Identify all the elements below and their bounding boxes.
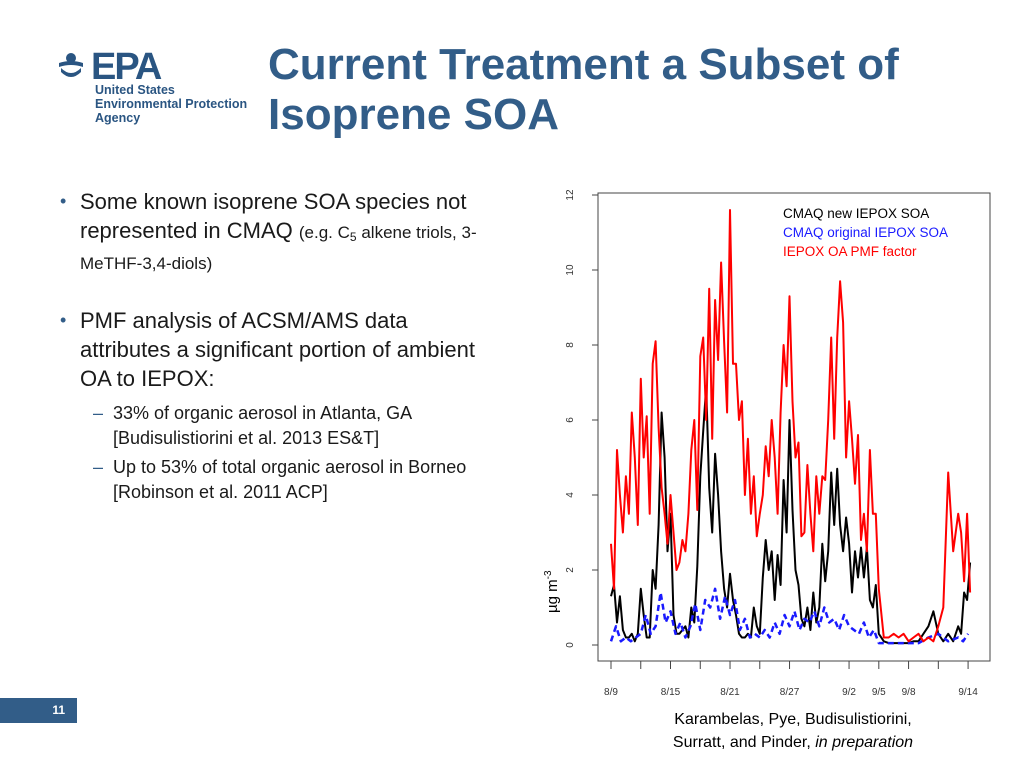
y-axis-label-exponent: -3: [543, 570, 554, 580]
epa-wordmark: EPA: [91, 46, 162, 88]
sub-bullet-item: – 33% of organic aerosol in Atlanta, GA …: [58, 401, 503, 451]
x-tick-label: 9/5: [872, 687, 886, 698]
bullet-item: • Some known isoprene SOA species not re…: [58, 187, 503, 278]
page-number: 11: [52, 703, 65, 717]
citation-status: in preparation: [815, 734, 914, 751]
agency-line: United States: [95, 83, 175, 97]
slide-title: Current Treatment a Subset of Isoprene S…: [268, 40, 899, 139]
agency-name: United States Environmental Protection A…: [95, 83, 247, 125]
x-tick-label: 8/9: [604, 687, 618, 698]
citation-line: Surratt, and Pinder, in preparation: [628, 731, 958, 754]
y-axis-label: µg m-3: [543, 570, 561, 613]
agency-line: Environmental Protection: [95, 97, 248, 111]
x-tick-label: 8/15: [661, 687, 681, 698]
page-number-bar: 11: [0, 698, 77, 723]
citation: Karambelas, Pye, Budisulistiorini, Surra…: [628, 708, 958, 754]
y-axis-label-base: µg m: [544, 579, 561, 613]
y-tick-label: 8: [565, 342, 576, 348]
citation-authors: Surratt, and Pinder,: [672, 734, 816, 751]
chart-canvas: 0 2 4 6 8 10 12 8/9 8/15 8/21 8/27 9/2 9/5 9/8 9/14 CMA…: [565, 189, 991, 698]
x-tick-label: 9/2: [842, 687, 856, 698]
y-tick-label: 0: [565, 642, 576, 648]
bullet-text: Some known isoprene SOA species not repr…: [80, 189, 467, 243]
bullet-dot-icon: •: [60, 191, 67, 211]
y-tick-label: 4: [565, 492, 576, 498]
line-chart: 0 2 4 6 8 10 12 8/9 8/15 8/21 8/27 9/2 9/5 9/8 9/14 CMA…: [533, 185, 1003, 705]
bullet-note: (e.g. C5 alkene triols, 3-MeTHF-3,4-diol…: [80, 223, 477, 273]
sub-bullet-text: 33% of organic aerosol in Atlanta, GA [B…: [113, 403, 412, 448]
agency-line: Agency: [95, 111, 141, 125]
bullet-dash-icon: –: [93, 457, 104, 477]
legend-entry: CMAQ original IEPOX SOA: [783, 225, 948, 240]
x-tick-label: 9/8: [902, 687, 916, 698]
epa-logo: EPA United States Environmental Protecti…: [55, 46, 255, 130]
bullet-text: PMF analysis of ACSM/AMS data attributes…: [80, 308, 476, 391]
bullet-dash-icon: –: [93, 403, 104, 423]
note-subscript: 5: [349, 230, 357, 244]
x-tick-label: 8/21: [720, 687, 740, 698]
citation-line: Karambelas, Pye, Budisulistiorini,: [674, 711, 912, 728]
sub-bullet-text: Up to 53% of total organic aerosol in Bo…: [113, 457, 467, 502]
bullet-item: • PMF analysis of ACSM/AMS data attribut…: [58, 306, 503, 393]
series-line: [609, 587, 970, 645]
bullet-list: • Some known isoprene SOA species not re…: [58, 187, 503, 529]
y-tick-label: 2: [565, 567, 576, 573]
x-tick-label: 8/27: [780, 687, 800, 698]
series-line: [610, 209, 972, 643]
series-line: [610, 385, 972, 645]
bullet-dot-icon: •: [60, 310, 67, 330]
sub-bullet-item: – Up to 53% of total organic aerosol in …: [58, 455, 503, 505]
y-tick-label: 6: [565, 417, 576, 423]
epa-seal-icon: [59, 53, 83, 77]
legend-entry: IEPOX OA PMF factor: [783, 244, 917, 259]
legend-entry: CMAQ new IEPOX SOA: [783, 206, 929, 221]
note-suffix: alkene triols, 3-MeTHF-3,4-diols): [80, 223, 477, 273]
note-prefix: (e.g. C: [298, 223, 350, 242]
y-tick-label: 10: [565, 264, 576, 276]
plot-frame: [597, 192, 991, 662]
y-tick-label: 12: [565, 189, 576, 201]
x-tick-label: 9/14: [958, 687, 978, 698]
